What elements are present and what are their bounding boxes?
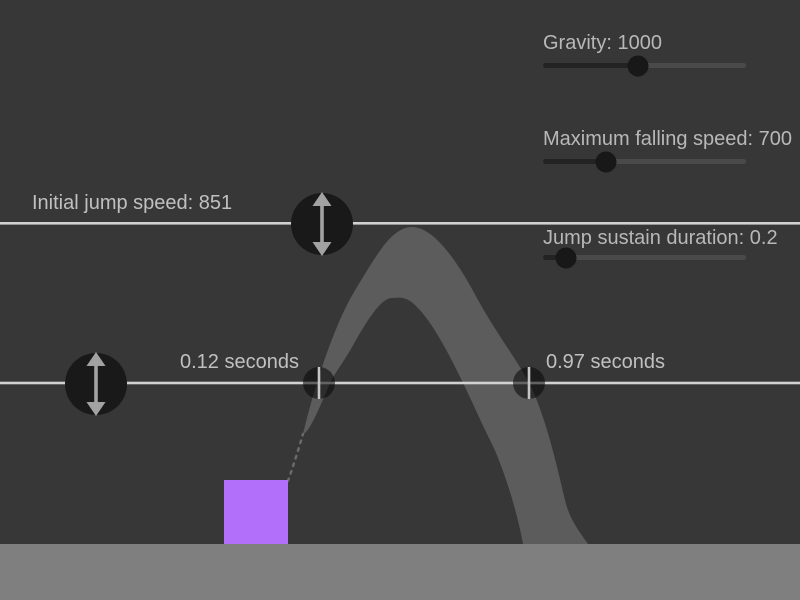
jump-height-drag-handle[interactable]: [291, 192, 353, 256]
max-falling-speed-slider[interactable]: [543, 151, 746, 172]
drag-vertical-arrows-icon: [312, 192, 332, 256]
max-falling-speed-slider-thumb[interactable]: [595, 151, 617, 172]
gravity-slider[interactable]: [543, 55, 746, 76]
measure-height-drag-handle[interactable]: [65, 352, 127, 416]
drag-vertical-arrows-icon: [86, 352, 106, 416]
time-marker-right-label: 0.97 seconds: [546, 351, 665, 373]
max-falling-speed-slider-fill: [543, 159, 606, 164]
gravity-slider-label: Gravity: 1000: [543, 32, 662, 54]
time-marker-left: [303, 367, 335, 399]
ground: [0, 544, 800, 600]
player-box: [224, 480, 288, 544]
max-falling-speed-slider-label: Maximum falling speed: 700: [543, 128, 793, 150]
time-marker-left-label: 0.12 seconds: [180, 351, 299, 373]
trajectory-band: [303, 227, 588, 544]
jump-sustain-duration-slider-label: Jump sustain duration: 0.2: [543, 227, 778, 249]
jump-sustain-duration-slider-thumb[interactable]: [555, 247, 577, 268]
gravity-slider-fill: [543, 63, 638, 68]
trajectory-start-dotted: [286, 432, 305, 483]
measure-height-line: [0, 381, 800, 385]
time-marker-right: [513, 367, 545, 399]
gravity-slider-thumb[interactable]: [627, 55, 649, 76]
initial-jump-speed-label: Initial jump speed: 851: [32, 192, 233, 214]
max-jump-height-line: [0, 222, 800, 225]
jump-sustain-duration-slider[interactable]: [543, 247, 746, 268]
jump-sustain-duration-slider-fill: [543, 255, 566, 260]
